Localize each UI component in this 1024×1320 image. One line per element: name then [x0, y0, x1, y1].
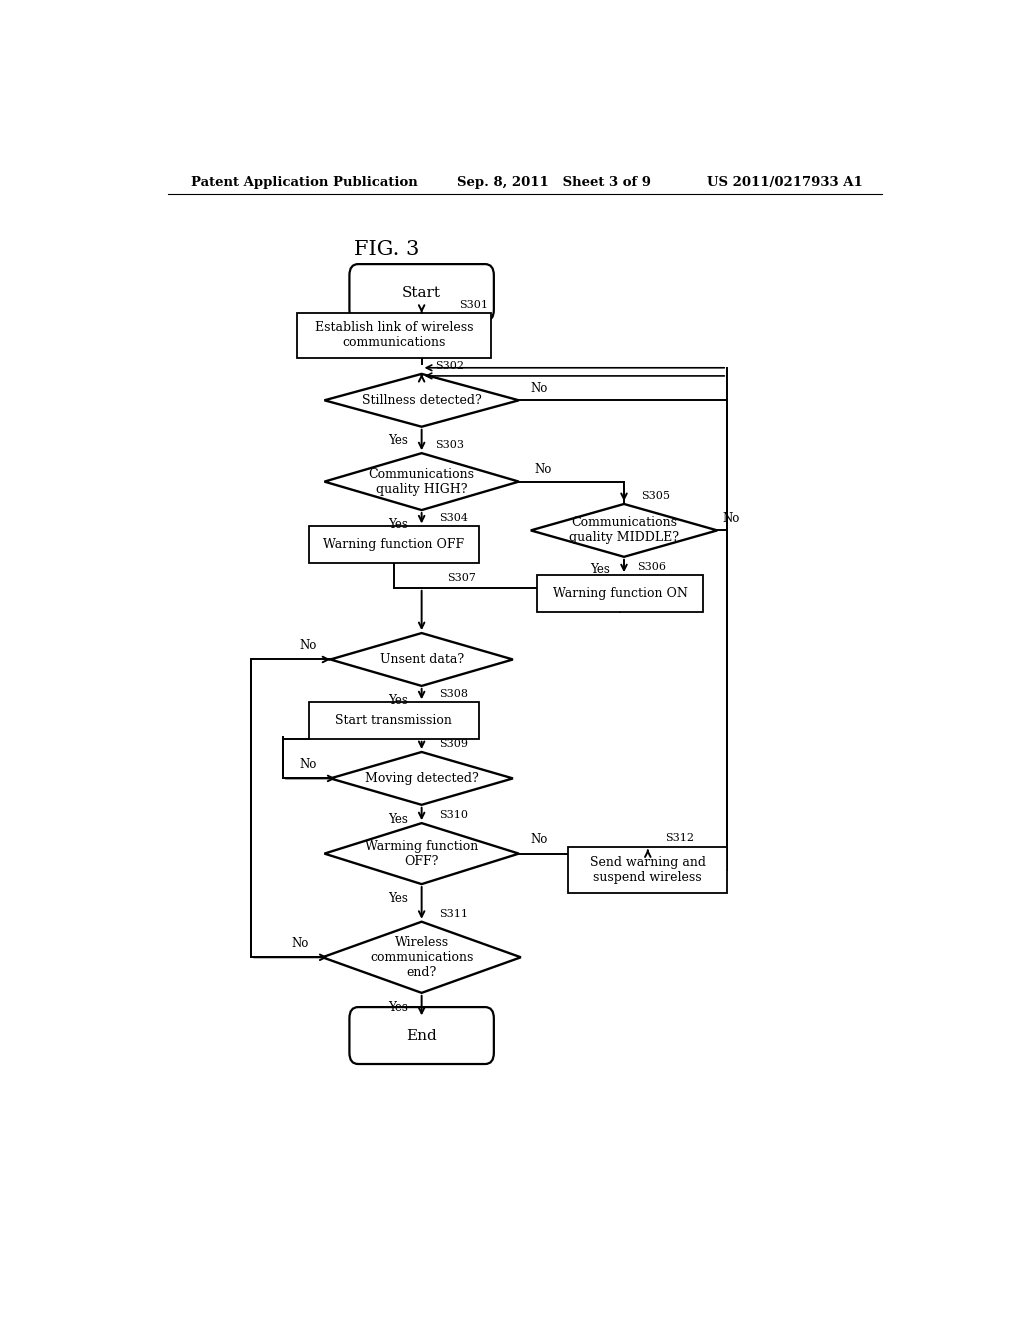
- Text: Yes: Yes: [388, 892, 408, 904]
- Text: Send warning and
suspend wireless: Send warning and suspend wireless: [590, 855, 706, 884]
- Text: Moving detected?: Moving detected?: [365, 772, 478, 785]
- Polygon shape: [331, 752, 513, 805]
- Text: Patent Application Publication: Patent Application Publication: [191, 177, 418, 189]
- Text: S305: S305: [641, 491, 671, 500]
- Text: No: No: [530, 833, 548, 846]
- FancyBboxPatch shape: [537, 576, 703, 611]
- Text: No: No: [299, 639, 316, 652]
- Text: S301: S301: [459, 300, 487, 310]
- Text: Warming function
OFF?: Warming function OFF?: [365, 840, 478, 867]
- FancyBboxPatch shape: [349, 264, 494, 321]
- Text: S304: S304: [439, 513, 468, 523]
- Text: Stillness detected?: Stillness detected?: [361, 393, 481, 407]
- Text: Warning function OFF: Warning function OFF: [324, 539, 465, 552]
- Polygon shape: [325, 374, 519, 426]
- Text: Sep. 8, 2011   Sheet 3 of 9: Sep. 8, 2011 Sheet 3 of 9: [458, 177, 651, 189]
- Text: No: No: [292, 937, 309, 949]
- FancyBboxPatch shape: [308, 702, 479, 739]
- Text: S306: S306: [637, 562, 667, 572]
- Polygon shape: [325, 824, 519, 884]
- Text: Start: Start: [402, 285, 441, 300]
- Polygon shape: [530, 504, 717, 557]
- Text: Unsent data?: Unsent data?: [380, 653, 464, 667]
- FancyBboxPatch shape: [568, 846, 727, 894]
- Text: Start transmission: Start transmission: [336, 714, 453, 727]
- Text: S303: S303: [435, 440, 464, 450]
- Text: No: No: [534, 463, 551, 477]
- Text: Warning function ON: Warning function ON: [553, 587, 687, 599]
- Text: S312: S312: [665, 833, 694, 843]
- Text: Yes: Yes: [388, 434, 408, 447]
- Text: S308: S308: [439, 689, 468, 700]
- Text: S307: S307: [446, 573, 476, 582]
- FancyBboxPatch shape: [349, 1007, 494, 1064]
- Text: Establish link of wireless
communications: Establish link of wireless communication…: [314, 321, 473, 350]
- Polygon shape: [325, 453, 519, 510]
- Text: Yes: Yes: [388, 1001, 408, 1014]
- FancyBboxPatch shape: [308, 527, 479, 562]
- Text: Yes: Yes: [590, 562, 610, 576]
- Text: S309: S309: [439, 739, 468, 748]
- Text: Yes: Yes: [388, 517, 408, 531]
- Text: S311: S311: [439, 908, 468, 919]
- Text: Communications
quality HIGH?: Communications quality HIGH?: [369, 467, 475, 495]
- Polygon shape: [323, 921, 521, 993]
- FancyBboxPatch shape: [297, 313, 492, 358]
- Text: No: No: [723, 512, 740, 525]
- Text: Communications
quality MIDDLE?: Communications quality MIDDLE?: [569, 516, 679, 544]
- Text: Wireless
communications
end?: Wireless communications end?: [370, 936, 473, 979]
- Text: FIG. 3: FIG. 3: [354, 240, 420, 259]
- Text: No: No: [299, 758, 316, 771]
- Text: S302: S302: [435, 360, 464, 371]
- Text: US 2011/0217933 A1: US 2011/0217933 A1: [708, 177, 863, 189]
- Text: Yes: Yes: [388, 813, 408, 825]
- Text: End: End: [407, 1028, 437, 1043]
- Text: No: No: [530, 381, 548, 395]
- Text: Yes: Yes: [388, 693, 408, 706]
- Text: S310: S310: [439, 810, 468, 820]
- Polygon shape: [331, 634, 513, 686]
